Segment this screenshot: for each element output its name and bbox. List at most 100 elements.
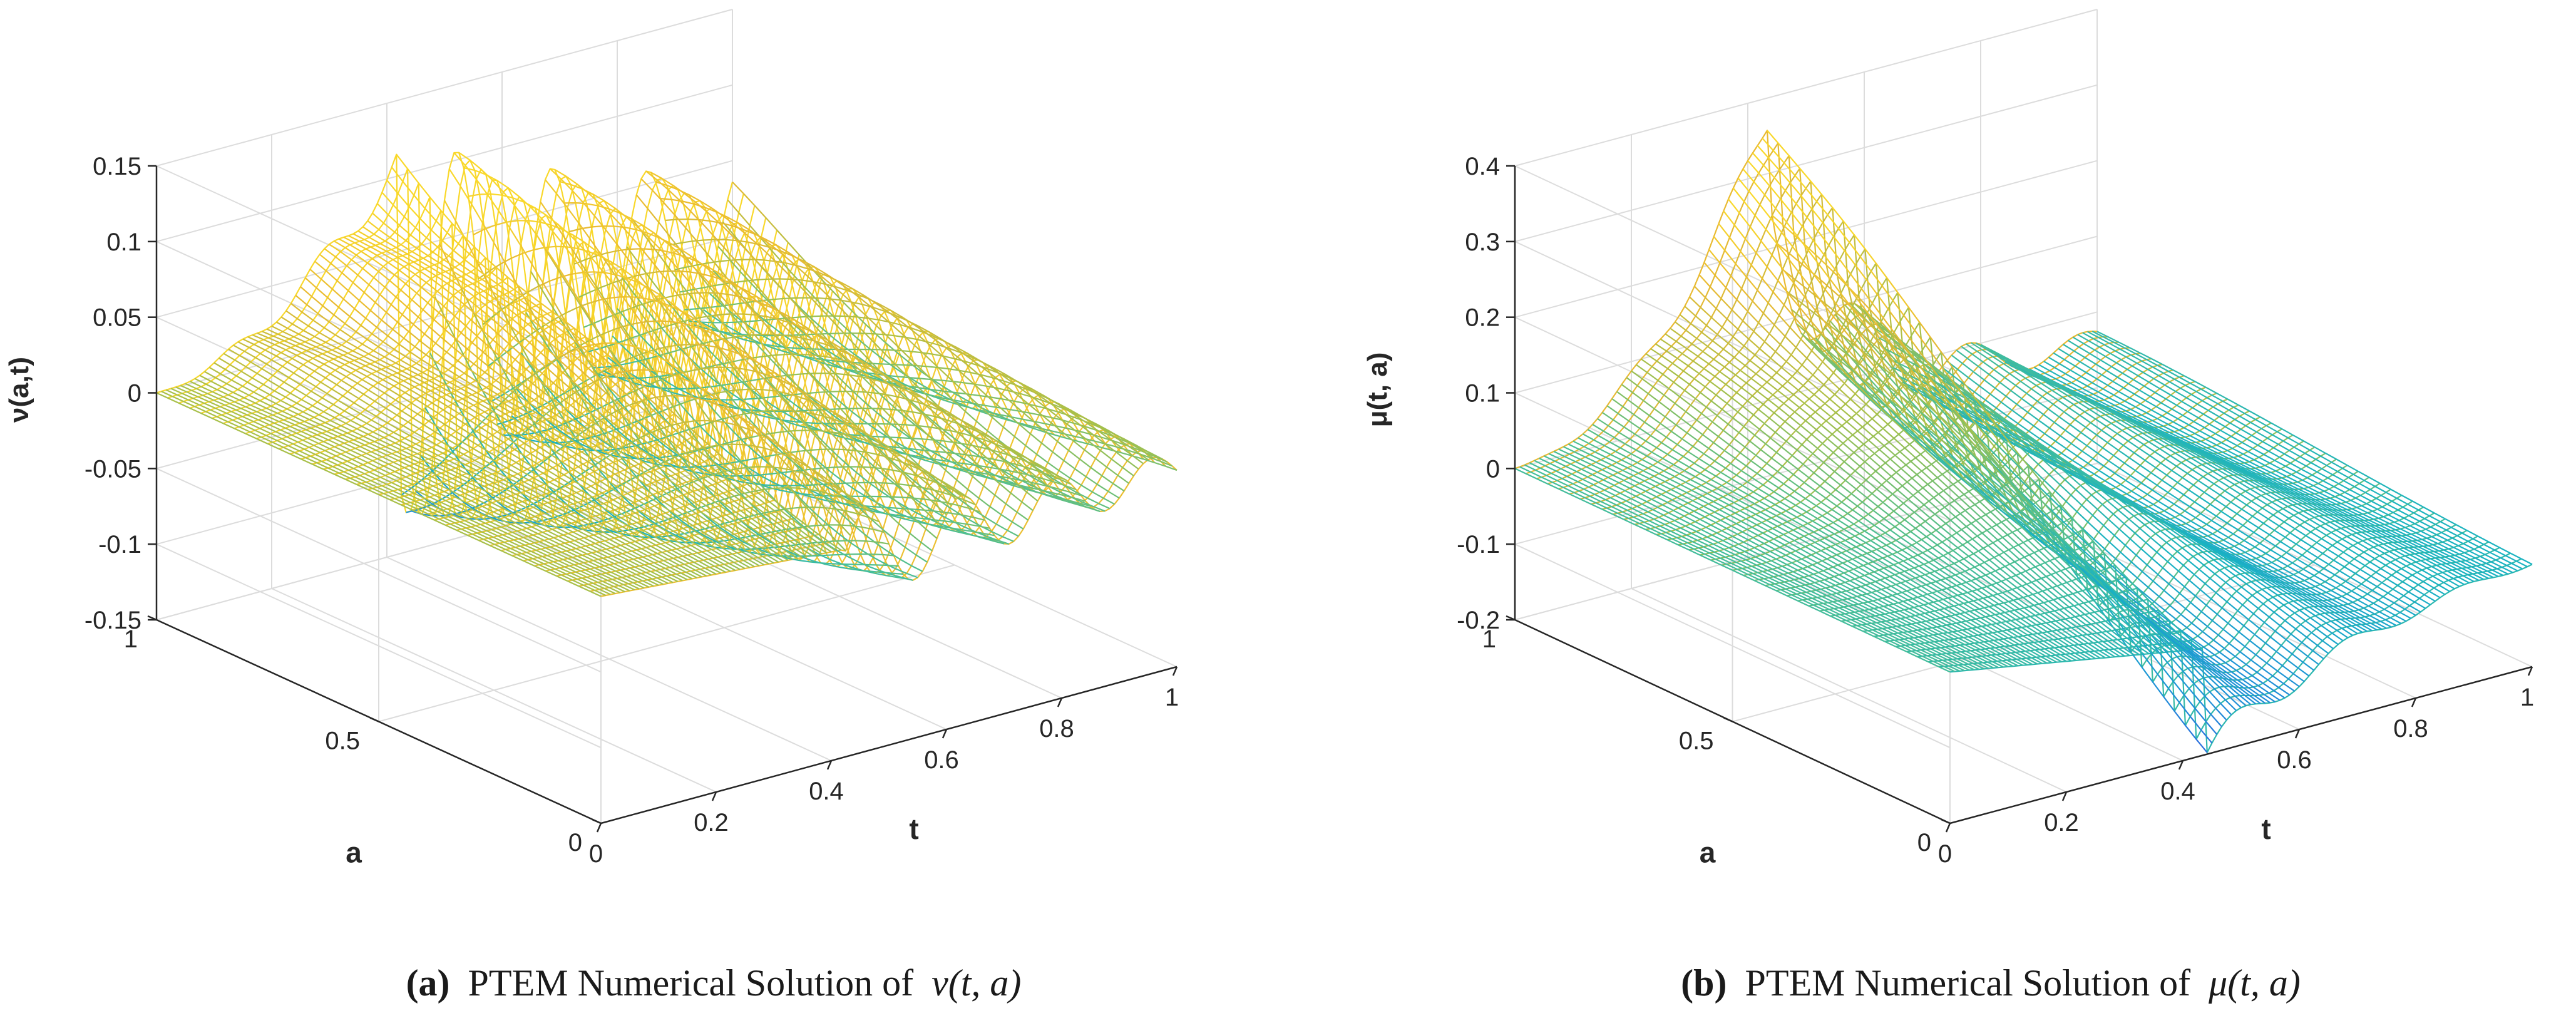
mesh-column-segment xyxy=(781,396,794,410)
mesh-column-segment xyxy=(836,566,848,570)
mesh-column-segment xyxy=(789,409,801,413)
mesh-column-segment xyxy=(798,353,809,356)
mesh-column-segment xyxy=(711,407,724,421)
mesh-column-segment xyxy=(373,234,386,242)
mesh-column-segment xyxy=(873,420,886,433)
mesh-column-segment xyxy=(554,168,567,177)
mesh-column-segment xyxy=(756,410,767,413)
mesh-column-segment xyxy=(911,327,923,333)
z-tick-label: 0.15 xyxy=(93,153,141,180)
mesh-column-segment xyxy=(863,391,875,394)
mesh-column-segment xyxy=(838,553,849,556)
mesh-column-segment xyxy=(782,411,794,419)
mesh-column-segment xyxy=(790,506,802,510)
mesh-column-segment xyxy=(620,225,634,239)
mesh-column-segment xyxy=(655,296,668,309)
mesh-column-segment xyxy=(887,564,899,567)
mesh-column-segment xyxy=(573,234,585,243)
mesh-column-segment xyxy=(699,315,711,319)
mesh-column-segment xyxy=(637,445,649,454)
mesh-column-segment xyxy=(639,301,651,306)
mesh-column-segment xyxy=(1106,466,1119,476)
mesh-column-segment xyxy=(1034,421,1045,424)
a-tick-mark xyxy=(592,818,602,825)
mesh-column-segment xyxy=(953,381,965,384)
mesh-column-segment xyxy=(603,200,616,209)
mesh-column-segment xyxy=(962,457,973,465)
mesh-column-segment xyxy=(1007,530,1019,537)
mesh-column-segment xyxy=(569,228,581,233)
mesh-column-segment xyxy=(344,247,357,256)
mesh-column-segment xyxy=(833,418,846,424)
mesh-column-segment xyxy=(781,382,793,394)
mesh-column-segment xyxy=(700,273,712,277)
mesh-column-segment xyxy=(1026,466,1039,472)
mesh-column-segment xyxy=(1034,462,1047,471)
mesh-column-segment xyxy=(731,347,744,359)
mesh-column-segment xyxy=(627,258,640,275)
mesh-column-segment xyxy=(363,292,376,303)
mesh-column-segment xyxy=(837,348,849,355)
mesh-column-segment xyxy=(1022,389,1034,399)
mesh-column-segment xyxy=(844,315,856,318)
mesh-column-segment xyxy=(741,319,754,334)
mesh-column-segment xyxy=(962,501,975,511)
mesh-column-segment xyxy=(929,394,941,398)
mesh-column-segment xyxy=(578,291,590,298)
mesh-column-segment xyxy=(274,390,286,398)
mesh-column-segment xyxy=(965,411,977,422)
mesh-column-segment xyxy=(593,458,605,467)
mesh-column-segment xyxy=(1059,403,1071,411)
mesh-column-segment xyxy=(679,289,691,293)
mesh-column-segment xyxy=(838,321,851,332)
mesh-column-segment xyxy=(951,512,963,516)
mesh-column-segment xyxy=(717,220,729,233)
mesh-column-segment xyxy=(856,381,868,394)
mesh-column-segment xyxy=(749,229,761,239)
mesh-column-segment xyxy=(915,512,927,518)
mesh-column-segment xyxy=(886,476,898,487)
mesh-column-segment xyxy=(676,293,689,309)
mesh-column-segment xyxy=(811,338,824,350)
mesh-column-segment xyxy=(605,272,617,275)
mesh-column-segment xyxy=(697,466,709,473)
mesh-column-segment xyxy=(920,486,931,490)
mesh-column-segment xyxy=(1012,403,1025,414)
mesh-column-segment xyxy=(860,328,873,341)
mesh-column-segment xyxy=(1003,380,1015,386)
mesh-column-segment xyxy=(569,285,582,304)
mesh-column-segment xyxy=(314,370,326,379)
mesh-column-segment xyxy=(742,193,756,207)
mesh-column-segment xyxy=(849,316,861,329)
mesh-column-segment xyxy=(945,399,957,405)
mesh-column-segment xyxy=(404,216,416,229)
mesh-column-segment xyxy=(834,413,847,424)
z-tick-label: 0.1 xyxy=(106,229,141,256)
mesh-column-segment xyxy=(967,406,979,411)
mesh-column-segment xyxy=(1020,472,1032,476)
mesh-column-segment xyxy=(319,366,331,374)
mesh-column-segment xyxy=(1103,497,1115,505)
mesh-column-segment xyxy=(1006,386,1019,396)
mesh-column-segment xyxy=(972,530,984,535)
mesh-column-segment xyxy=(301,399,313,407)
mesh-column-segment xyxy=(653,374,665,378)
mesh-column-segment xyxy=(526,285,539,293)
mesh-column-segment xyxy=(252,377,264,386)
mesh-column-segment xyxy=(1044,406,1057,416)
mesh-column-segment xyxy=(496,180,509,188)
mesh-column-segment xyxy=(967,352,979,361)
mesh-column-segment xyxy=(766,252,779,264)
mesh-column-segment xyxy=(624,227,637,230)
mesh-column-segment xyxy=(965,361,977,366)
mesh-column-segment xyxy=(836,280,848,290)
mesh-column-segment xyxy=(587,299,599,304)
mesh-column-segment xyxy=(476,430,488,440)
mesh-column-segment xyxy=(978,497,991,508)
mesh-column-segment xyxy=(560,273,572,278)
mesh-column-segment xyxy=(1029,463,1042,473)
mesh-column-segment xyxy=(275,403,288,410)
mesh-column-segment xyxy=(326,393,339,401)
mesh-column-segment xyxy=(662,202,675,215)
mesh-column-segment xyxy=(673,401,685,408)
